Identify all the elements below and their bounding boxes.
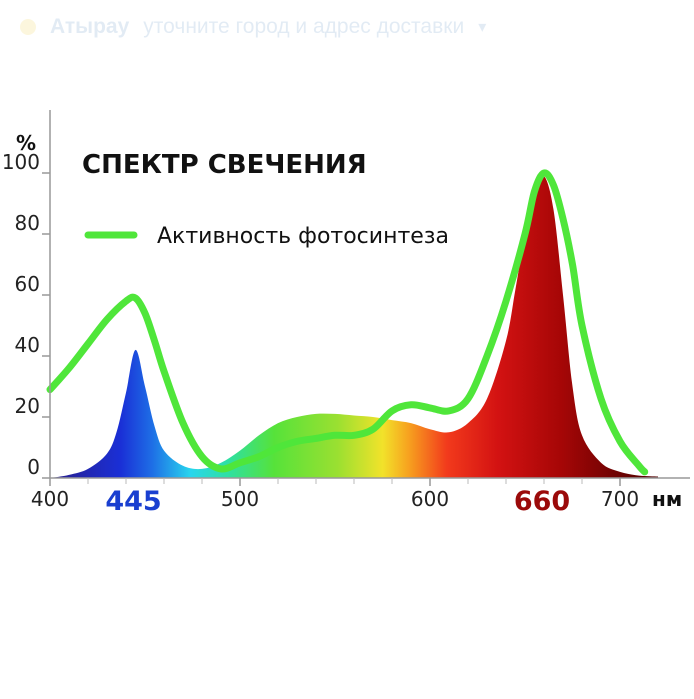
- legend: Активность фотосинтеза: [84, 224, 449, 249]
- x-axis-label: нм: [652, 487, 682, 511]
- x-ticks: 400 500 600 700 445 660: [31, 478, 639, 517]
- peak-wavelength-label: 660: [514, 486, 570, 517]
- delivery-hint[interactable]: уточните город и адрес доставки: [143, 15, 465, 38]
- y-ticks: 0 20 40 60 80 100: [2, 150, 50, 479]
- x-tick-label: 600: [411, 487, 449, 511]
- emission-spectrum-area: [50, 175, 658, 479]
- chevron-down-icon[interactable]: ▾: [478, 19, 487, 36]
- y-tick-label: 20: [15, 394, 40, 418]
- y-tick-label: 100: [2, 150, 40, 174]
- x-tick-label: 500: [221, 487, 259, 511]
- location-pin-icon: [20, 19, 36, 35]
- city-name[interactable]: Атырау: [50, 15, 130, 38]
- y-tick-label: 0: [27, 455, 40, 479]
- y-tick-label: 40: [15, 333, 40, 357]
- y-axis-label: %: [16, 131, 36, 155]
- photosynthesis-activity-line: [46, 169, 649, 476]
- delivery-location-bar[interactable]: Атырау уточните город и адрес доставки ▾: [20, 12, 680, 42]
- y-tick-label: 60: [15, 272, 40, 296]
- spectrum-area: [50, 175, 658, 479]
- x-tick-label: 400: [31, 487, 69, 511]
- peak-wavelength-label: 445: [105, 486, 161, 517]
- y-tick-label: 80: [15, 211, 40, 235]
- legend-label: Активность фотосинтеза: [157, 224, 449, 249]
- chart-title: СПЕКТР СВЕЧЕНИЯ: [82, 150, 367, 180]
- x-tick-label: 700: [601, 487, 639, 511]
